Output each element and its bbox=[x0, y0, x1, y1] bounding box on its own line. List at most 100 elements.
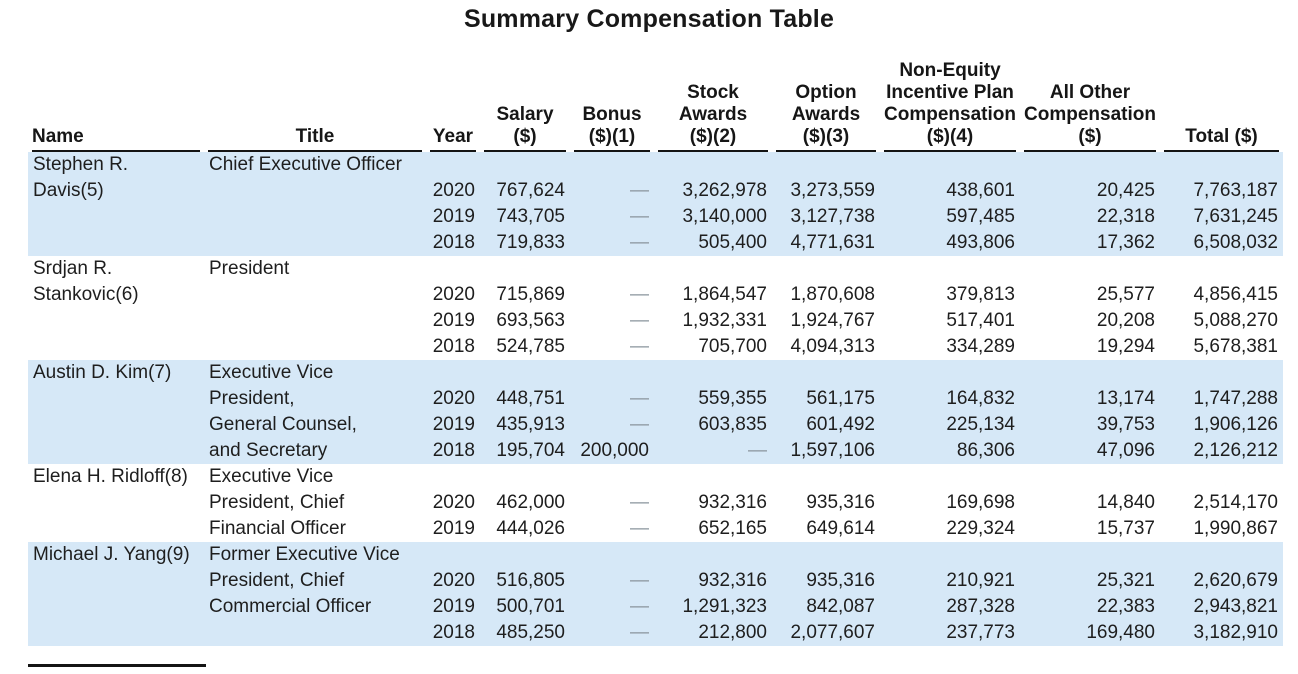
cell-title: Executive Vice bbox=[204, 360, 426, 386]
cell-all_other: 13,174 bbox=[1020, 386, 1160, 412]
cell-salary: 448,751 bbox=[480, 386, 570, 412]
cell-year: 2018 bbox=[432, 336, 475, 357]
table-row: Davis(5) 2020 767,624—3,262,978 3,273,559 43… bbox=[28, 178, 1283, 204]
cell-total: 2,943,821 bbox=[1160, 594, 1283, 620]
cell-all_other: 25,577 bbox=[1096, 284, 1155, 305]
cell-bonus: — bbox=[570, 204, 654, 230]
cell-name bbox=[28, 230, 204, 256]
cell-name: Elena H. Ridloff(8) bbox=[33, 466, 188, 487]
cell-bonus: — bbox=[630, 284, 649, 305]
cell-stock bbox=[654, 152, 772, 178]
header-line: Bonus bbox=[582, 104, 642, 125]
cell-salary bbox=[480, 256, 570, 282]
cell-stock bbox=[654, 542, 772, 568]
cell-salary: 195,704 bbox=[480, 438, 570, 464]
cell-stock: 652,165 bbox=[698, 518, 767, 539]
cell-year bbox=[426, 152, 480, 178]
cell-all_other bbox=[1020, 542, 1160, 568]
cell-year: 2020 bbox=[432, 492, 475, 513]
header-line: ($)(2) bbox=[689, 126, 737, 147]
cell-name bbox=[28, 568, 204, 594]
header-line: Non-Equity bbox=[899, 60, 1001, 81]
cell-option bbox=[772, 256, 880, 282]
header-line: Incentive Plan bbox=[886, 82, 1014, 103]
cell-title bbox=[204, 204, 426, 230]
header-line: ($) bbox=[513, 126, 537, 147]
cell-option: 1,870,608 bbox=[790, 284, 875, 305]
cell-salary: 435,913 bbox=[480, 412, 570, 438]
cell-salary: 524,785 bbox=[496, 336, 565, 357]
cell-stock: 1,932,331 bbox=[682, 310, 767, 331]
cell-year: 2019 bbox=[432, 518, 475, 539]
cell-year bbox=[426, 256, 480, 282]
cell-stock bbox=[654, 360, 772, 386]
cell-non_equity: 379,813 bbox=[946, 284, 1015, 305]
cell-option bbox=[772, 464, 880, 490]
cell-stock: 3,140,000 bbox=[654, 204, 772, 230]
header-line: Compensation bbox=[884, 104, 1016, 125]
cell-stock: 1,291,323 bbox=[654, 594, 772, 620]
table-row: and Secretary 2018 195,704 200,000—1,597,10… bbox=[28, 438, 1283, 464]
cell-salary: 516,805 bbox=[480, 568, 570, 594]
col-header-name: Name bbox=[28, 60, 204, 152]
table-row: Srdjan R. President bbox=[28, 256, 1283, 282]
table-row: Stankovic(6) 2020 715,869 — 1,864,547 1,870,6… bbox=[28, 282, 1283, 308]
cell-title bbox=[204, 620, 426, 646]
cell-year bbox=[426, 360, 480, 386]
cell-all_other: 14,840 bbox=[1096, 492, 1155, 513]
cell-all_other: 39,753 bbox=[1020, 412, 1160, 438]
table-row: Michael J. Yang(9) Former Executive Vice bbox=[28, 542, 1283, 568]
cell-stock: 932,316 bbox=[698, 492, 767, 513]
cell-year: 2020 bbox=[426, 386, 480, 412]
cell-salary bbox=[480, 542, 570, 568]
cell-stock: 3,262,978 bbox=[654, 178, 772, 204]
cell-title: Commercial Officer bbox=[204, 594, 426, 620]
cell-salary bbox=[480, 360, 570, 386]
cell-total: 1,747,288 bbox=[1160, 386, 1283, 412]
cell-stock bbox=[654, 256, 772, 282]
cell-non_equity: 164,832 bbox=[880, 386, 1020, 412]
table-row: President, Chief 2020 462,000 — 932,316 935,3… bbox=[28, 490, 1283, 516]
header-line: Compensation bbox=[1024, 104, 1156, 125]
header-row: Name Title Year Salary ($) Bonus ($)(1) Stock Aw… bbox=[28, 60, 1283, 152]
header-line: Salary bbox=[496, 104, 554, 125]
cell-option: 842,087 bbox=[772, 594, 880, 620]
cell-salary: 719,833 bbox=[480, 230, 570, 256]
table-row: Financial Officer 2019 444,026 — 652,165 649,… bbox=[28, 516, 1283, 542]
cell-bonus: — bbox=[570, 620, 654, 646]
header-line: Year bbox=[432, 126, 474, 147]
cell-name bbox=[28, 412, 204, 438]
cell-option bbox=[772, 360, 880, 386]
cell-title: President, bbox=[204, 386, 426, 412]
cell-non_equity: 169,698 bbox=[946, 492, 1015, 513]
table-row: 2019 743,705—3,140,000 3,127,738 597,485 22,… bbox=[28, 204, 1283, 230]
cell-total: 2,126,212 bbox=[1160, 438, 1283, 464]
cell-name bbox=[28, 308, 204, 334]
cell-bonus bbox=[570, 542, 654, 568]
cell-total bbox=[1160, 542, 1283, 568]
cell-bonus: — bbox=[570, 594, 654, 620]
header-line: Total ($) bbox=[1185, 126, 1258, 147]
cell-non_equity: 86,306 bbox=[880, 438, 1020, 464]
cell-non_equity: 334,289 bbox=[946, 336, 1015, 357]
cell-title bbox=[204, 282, 426, 308]
cell-bonus: — bbox=[630, 310, 649, 331]
cell-title: Former Executive Vice bbox=[204, 542, 426, 568]
cell-bonus bbox=[570, 152, 654, 178]
cell-title: President, Chief bbox=[209, 492, 345, 513]
cell-total: 6,508,032 bbox=[1160, 230, 1283, 256]
cell-option bbox=[772, 542, 880, 568]
cell-all_other bbox=[1020, 464, 1160, 490]
summary-compensation-table: Name Title Year Salary ($) Bonus ($)(1) Stock Aw… bbox=[28, 60, 1283, 646]
cell-bonus: — bbox=[570, 230, 654, 256]
cell-non_equity: 597,485 bbox=[880, 204, 1020, 230]
table-body: Stephen R. Chief Executive Officer Davis(5… bbox=[28, 152, 1283, 646]
cell-year: 2020 bbox=[426, 178, 480, 204]
cell-name: Austin D. Kim(7) bbox=[28, 360, 204, 386]
cell-non_equity: 438,601 bbox=[880, 178, 1020, 204]
table-row: Austin D. Kim(7) Executive Vice bbox=[28, 360, 1283, 386]
cell-title bbox=[204, 334, 426, 360]
cell-all_other: 22,383 bbox=[1020, 594, 1160, 620]
header-line: ($)(1) bbox=[588, 126, 636, 147]
cell-stock: 559,355 bbox=[654, 386, 772, 412]
